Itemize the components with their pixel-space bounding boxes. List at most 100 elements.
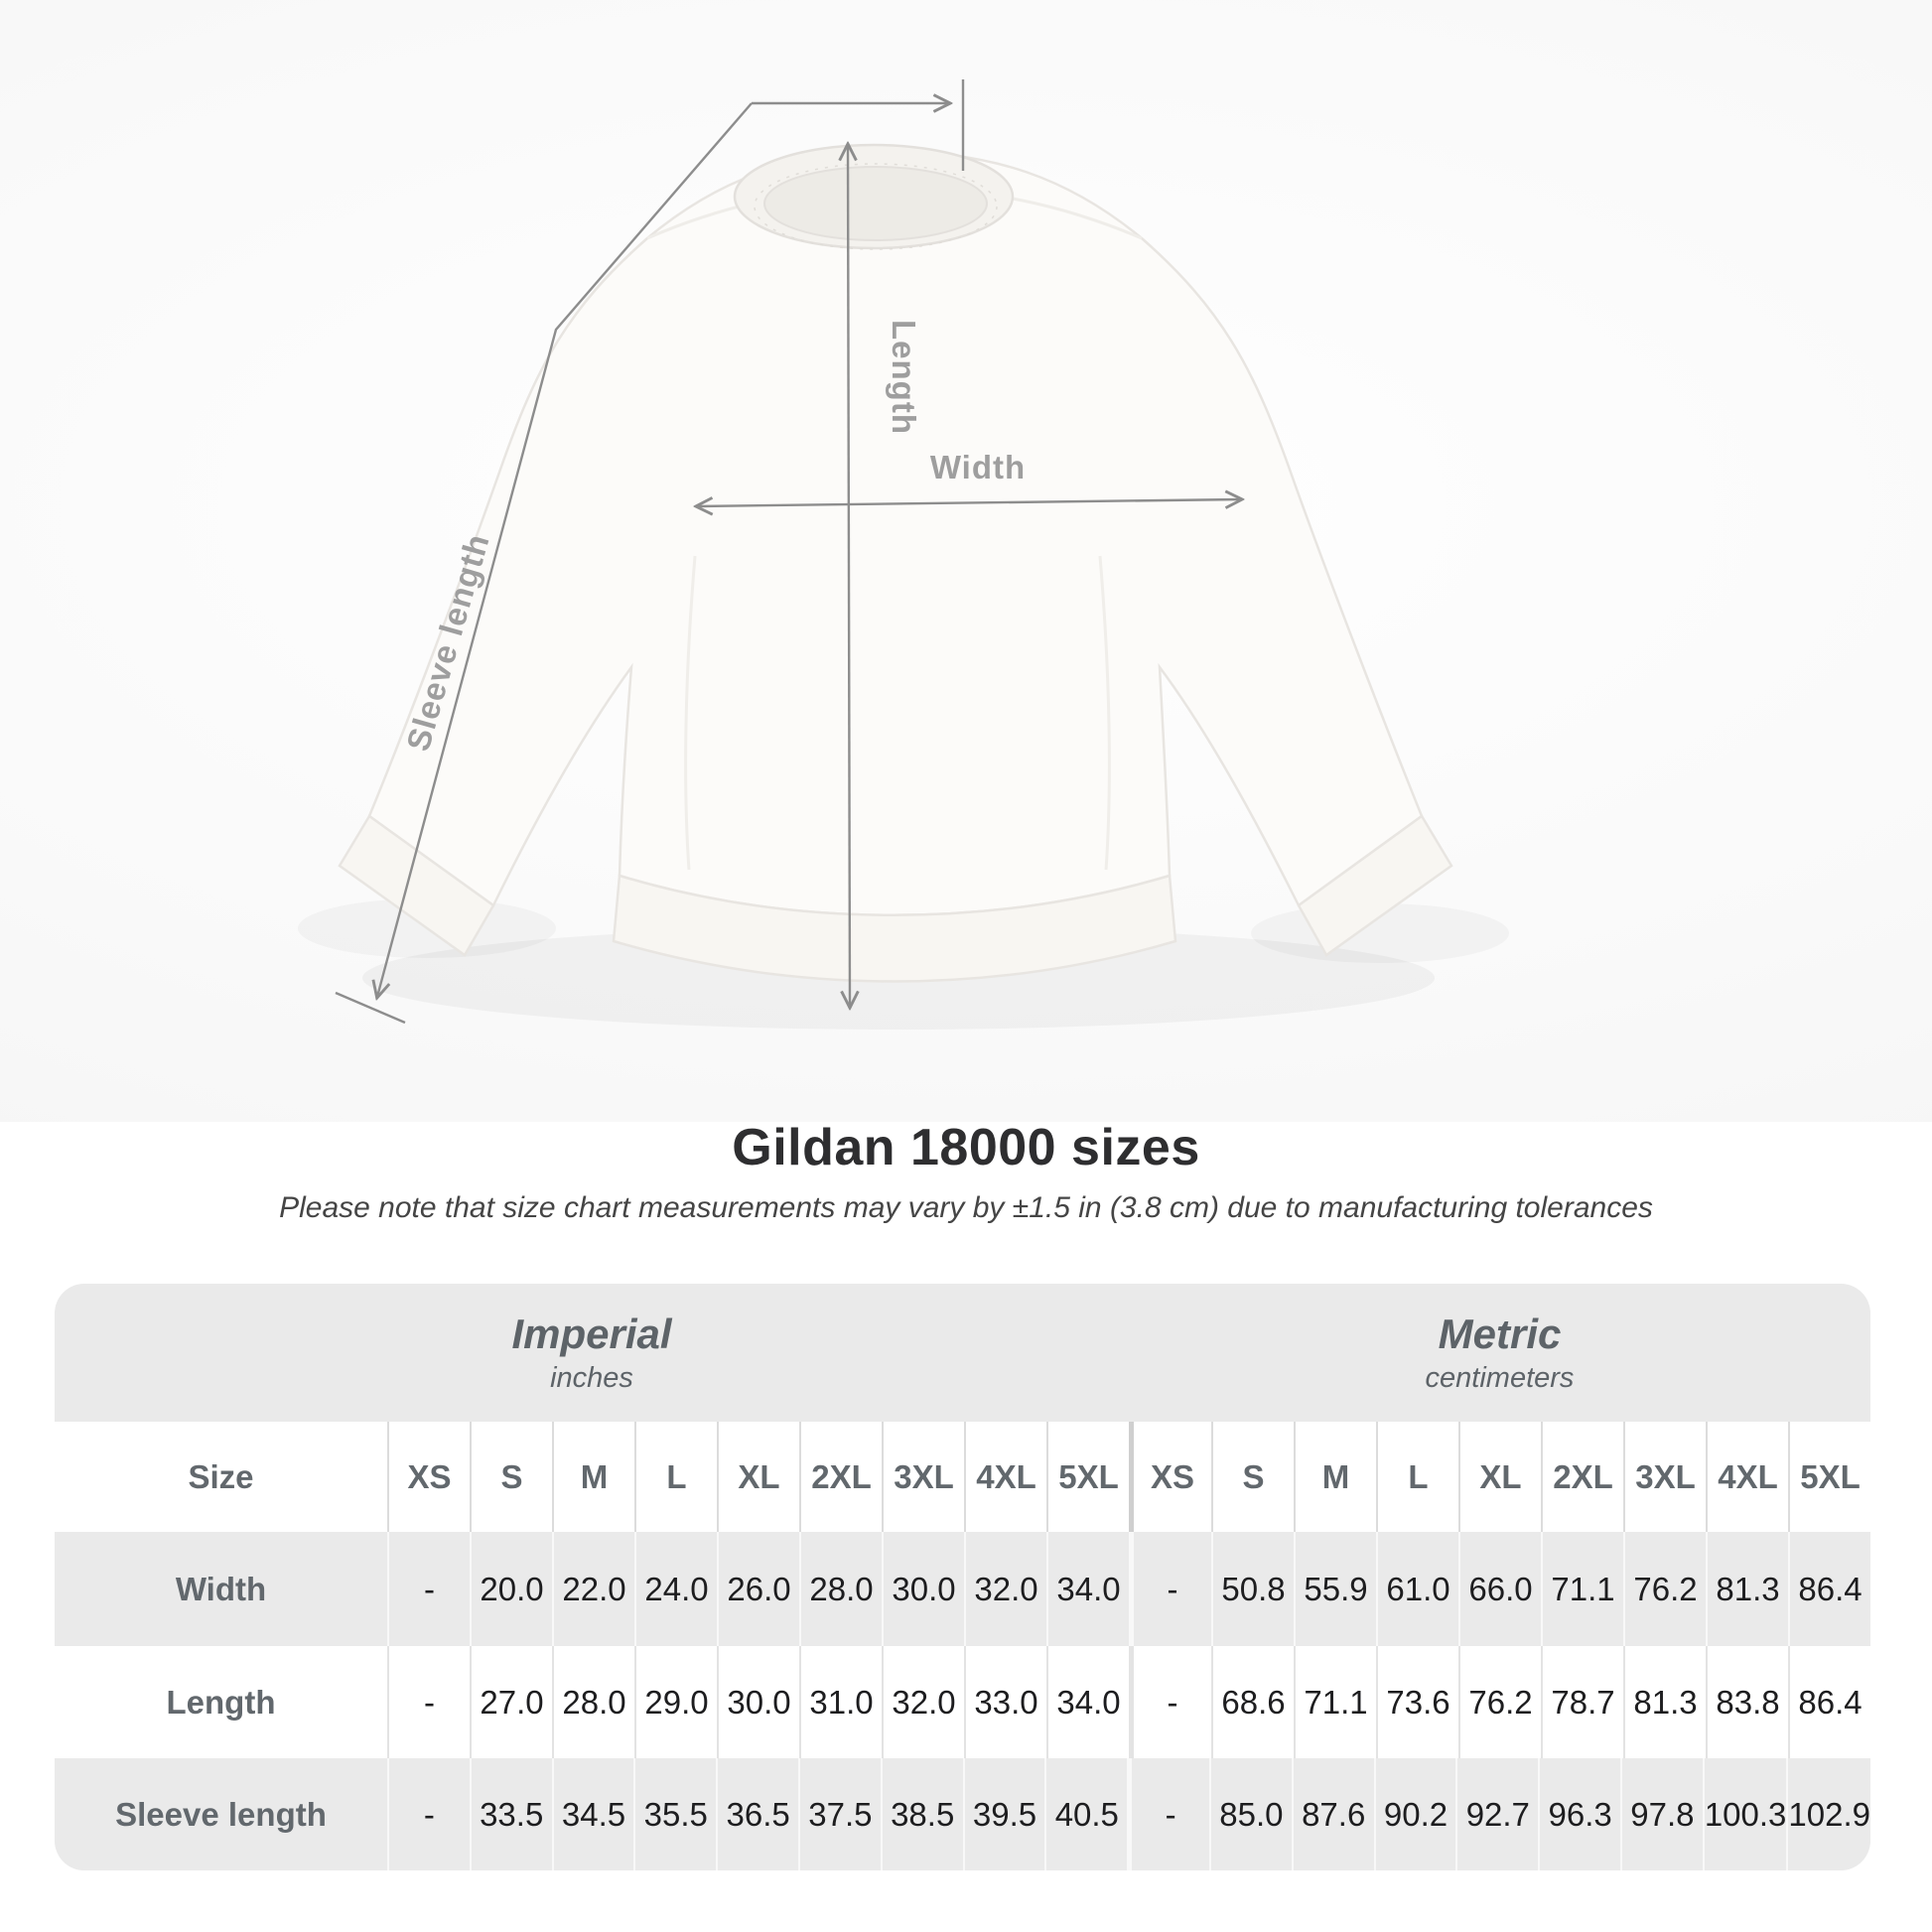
value-cell: 55.9 (1294, 1532, 1376, 1646)
value-cell: 33.5 (469, 1758, 552, 1870)
value-cell: 71.1 (1294, 1646, 1376, 1758)
sweatshirt-diagram: Length Width Sleeve length (335, 79, 1453, 1030)
value-cell: - (1127, 1758, 1209, 1870)
size-header-cell: 4XL (964, 1422, 1046, 1532)
size-header-cell: 2XL (799, 1422, 882, 1532)
product-image: Length Width Sleeve length (0, 0, 1932, 1122)
value-cell: 87.6 (1291, 1758, 1374, 1870)
value-cell: 31.0 (799, 1646, 882, 1758)
table-row-width: Width - 20.0 22.0 24.0 26.0 28.0 30.0 32… (55, 1532, 1870, 1646)
value-cell: 83.8 (1706, 1646, 1788, 1758)
value-cell: 24.0 (634, 1532, 717, 1646)
table-row-sleeve-length: Sleeve length - 33.5 34.5 35.5 36.5 37.5… (55, 1758, 1870, 1870)
value-cell: 22.0 (552, 1532, 634, 1646)
value-cell: 102.9 (1786, 1758, 1870, 1870)
value-cell: 81.3 (1623, 1646, 1706, 1758)
value-cell: - (1129, 1532, 1211, 1646)
value-cell: - (387, 1532, 470, 1646)
value-cell: - (387, 1758, 470, 1870)
value-cell: - (387, 1646, 470, 1758)
fold-line (1098, 555, 1111, 871)
value-cell: - (1129, 1646, 1211, 1758)
size-column-header: Size (188, 1457, 254, 1495)
value-cell: 86.4 (1788, 1532, 1870, 1646)
sleeve-length-arrow (377, 102, 753, 997)
size-header-cell: S (1211, 1422, 1294, 1532)
size-header-cell: L (1376, 1422, 1458, 1532)
value-cell: 76.2 (1623, 1532, 1706, 1646)
value-cell: 32.0 (964, 1532, 1046, 1646)
width-arrow (697, 499, 1241, 506)
length-label: Length (886, 320, 922, 435)
value-cell: 86.4 (1788, 1646, 1870, 1758)
size-header-cell: XS (387, 1422, 470, 1532)
size-header-cell: 4XL (1706, 1422, 1788, 1532)
size-header-cell: XS (1129, 1422, 1211, 1532)
right-cuff (1297, 814, 1453, 957)
width-label: Width (930, 449, 1026, 485)
sweatshirt-illustration (367, 149, 1424, 916)
value-cell: 76.2 (1458, 1646, 1541, 1758)
size-header-cell: L (634, 1422, 717, 1532)
value-cell: 35.5 (633, 1758, 716, 1870)
row-label: Sleeve length (115, 1795, 327, 1833)
value-cell: 97.8 (1620, 1758, 1703, 1870)
value-cell: 73.6 (1376, 1646, 1458, 1758)
group-unit: inches (550, 1362, 633, 1394)
size-header-cell: 5XL (1788, 1422, 1870, 1532)
value-cell: 81.3 (1706, 1532, 1788, 1646)
group-header-imperial: Imperial inches (55, 1284, 1129, 1422)
size-header-cell: 2XL (1541, 1422, 1623, 1532)
group-name: Imperial (511, 1311, 672, 1357)
size-header-cell: XL (717, 1422, 799, 1532)
value-cell: 78.7 (1541, 1646, 1623, 1758)
value-cell: 20.0 (470, 1532, 552, 1646)
value-cell: 71.1 (1541, 1532, 1623, 1646)
value-cell: 85.0 (1209, 1758, 1292, 1870)
value-cell: 100.3 (1702, 1758, 1786, 1870)
left-cuff (338, 814, 495, 957)
size-header-cell: XL (1458, 1422, 1541, 1532)
size-header-cell: 5XL (1046, 1422, 1129, 1532)
page-title: Gildan 18000 sizes (732, 1119, 1200, 1176)
fold-line (684, 555, 697, 871)
unit-group-header-row: Imperial inches Metric centimeters (55, 1284, 1870, 1422)
value-cell: 66.0 (1458, 1532, 1541, 1646)
value-cell: 28.0 (552, 1646, 634, 1758)
group-unit: centimeters (1425, 1362, 1575, 1394)
value-cell: 34.0 (1046, 1532, 1129, 1646)
value-cell: 92.7 (1455, 1758, 1538, 1870)
value-cell: 68.6 (1211, 1646, 1294, 1758)
size-header-row: Size XS S M L XL 2XL 3XL 4XL 5XL XS S M … (55, 1422, 1870, 1532)
value-cell: 30.0 (882, 1532, 964, 1646)
value-cell: 96.3 (1538, 1758, 1620, 1870)
group-name: Metric (1438, 1311, 1562, 1357)
size-header-cell: 3XL (882, 1422, 964, 1532)
size-header-cell: S (470, 1422, 552, 1532)
size-header-cell: 3XL (1623, 1422, 1706, 1532)
value-cell: 39.5 (962, 1758, 1045, 1870)
value-cell: 40.5 (1044, 1758, 1127, 1870)
value-cell: 32.0 (882, 1646, 964, 1758)
size-header-cell: M (552, 1422, 634, 1532)
value-cell: 33.0 (964, 1646, 1046, 1758)
value-cell: 34.5 (551, 1758, 634, 1870)
value-cell: 50.8 (1211, 1532, 1294, 1646)
size-table: Imperial inches Metric centimeters Size … (55, 1284, 1870, 1870)
value-cell: 36.5 (716, 1758, 798, 1870)
row-label: Width (175, 1570, 267, 1607)
table-row-length: Length - 27.0 28.0 29.0 30.0 31.0 32.0 3… (55, 1646, 1870, 1758)
value-cell: 90.2 (1373, 1758, 1456, 1870)
row-label: Length (166, 1683, 276, 1721)
collar-stitch (754, 163, 998, 250)
value-cell: 37.5 (798, 1758, 881, 1870)
size-header-cell: M (1294, 1422, 1376, 1532)
collar-opening (763, 166, 988, 241)
value-cell: 29.0 (634, 1646, 717, 1758)
value-cell: 61.0 (1376, 1532, 1458, 1646)
value-cell: 30.0 (717, 1646, 799, 1758)
hem-band (612, 874, 1177, 983)
value-cell: 26.0 (717, 1532, 799, 1646)
value-cell: 38.5 (880, 1758, 963, 1870)
